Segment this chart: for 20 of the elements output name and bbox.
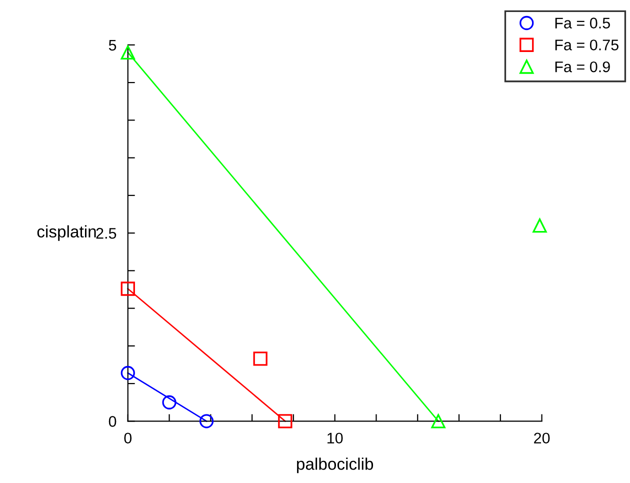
y-tick-label: 0 <box>108 416 116 427</box>
legend-label: Fa = 0.9 <box>555 61 610 72</box>
y-tick-label: 5 <box>108 40 116 51</box>
y-tick-label: 2.5 <box>96 228 116 239</box>
legend-label: Fa = 0.5 <box>555 18 610 29</box>
x-tick-label: 20 <box>534 432 550 444</box>
point <box>278 414 292 428</box>
point <box>199 414 214 428</box>
point <box>253 352 268 366</box>
point <box>120 282 135 296</box>
point <box>120 366 135 380</box>
x-axis-title: palbociclib <box>297 458 374 474</box>
x-tick-label: 10 <box>328 432 343 444</box>
y-axis-title: cisplatin <box>37 225 96 241</box>
point <box>120 45 135 60</box>
point <box>431 414 446 428</box>
point <box>162 395 176 410</box>
x-tick-label: 0 <box>124 432 132 444</box>
point <box>532 218 547 233</box>
legend-label: Fa = 0.75 <box>555 40 618 50</box>
